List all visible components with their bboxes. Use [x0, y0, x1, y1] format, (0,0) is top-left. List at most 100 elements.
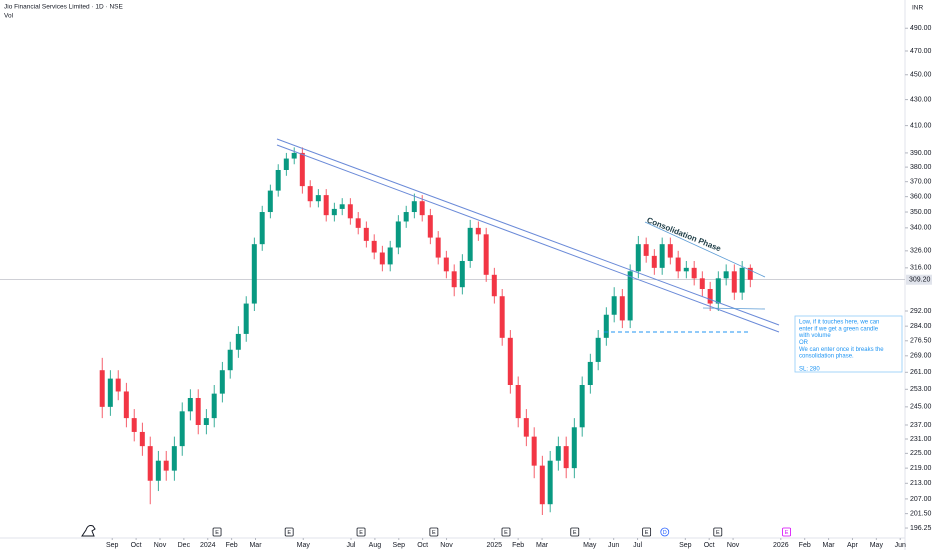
candle-body — [419, 201, 425, 216]
x-tick-label: Feb — [512, 542, 524, 549]
event-label: E — [359, 530, 363, 536]
x-tick-label: Apr — [847, 542, 859, 549]
y-tick-label: 269.00 — [910, 353, 932, 360]
note-line: Low, if it touches here, we can — [799, 320, 879, 326]
y-tick-label: 245.00 — [910, 404, 932, 411]
candle-body — [323, 195, 329, 216]
y-tick-label: 340.00 — [910, 225, 932, 232]
y-tick-label: 470.00 — [910, 48, 932, 55]
x-tick-label: May — [297, 542, 311, 549]
candle-body — [211, 393, 217, 419]
y-tick-label: 196.25 — [910, 525, 932, 532]
candle-body — [483, 234, 489, 275]
candle-body — [195, 398, 201, 425]
note-line: We can enter once it breaks the — [799, 347, 884, 353]
event-marker — [660, 527, 670, 537]
x-tick-label: May — [870, 542, 884, 549]
y-tick-label: 410.00 — [910, 122, 932, 129]
candle-body — [395, 221, 401, 248]
event-label: E — [645, 530, 649, 536]
candle-body — [451, 271, 457, 288]
x-tick-label: Mar — [249, 542, 262, 549]
y-tick-label: 237.00 — [910, 422, 932, 429]
event-marker — [713, 527, 723, 537]
candle-body — [443, 257, 449, 272]
event-marker — [782, 527, 791, 537]
event-marker — [212, 527, 222, 537]
x-tick-label: May — [583, 542, 597, 549]
candle-body — [147, 446, 153, 481]
candle-body — [387, 247, 393, 265]
currency: INR — [912, 5, 924, 12]
y-tick-label: 390.00 — [910, 150, 932, 157]
candle-body — [403, 212, 409, 222]
candle-body — [499, 296, 505, 338]
y-tick-label: 380.00 — [910, 164, 932, 171]
candle-body — [227, 349, 233, 371]
event-label: D — [663, 530, 667, 536]
x-tick-label: Jul — [347, 542, 356, 549]
candle-body — [307, 186, 313, 202]
candle-body — [283, 158, 289, 170]
last-price-box — [906, 274, 932, 285]
candle-body — [315, 195, 321, 202]
candle-body — [539, 465, 545, 505]
event-marker — [501, 527, 511, 537]
candle-body — [531, 436, 537, 466]
candle-body — [659, 244, 665, 268]
y-tick-label: 490.00 — [910, 25, 932, 32]
x-tick-label: 2024 — [200, 542, 216, 549]
x-tick-label: Mar — [536, 542, 549, 549]
candle-body — [435, 237, 441, 258]
event-label: E — [716, 530, 720, 536]
y-tick-label: 350.00 — [910, 209, 932, 216]
candle-body — [203, 418, 209, 425]
candle-body — [579, 384, 585, 428]
candle-body — [547, 460, 553, 505]
note-line: SL: 280 — [799, 366, 820, 372]
event-marker — [356, 527, 366, 537]
marks — [0, 147, 905, 515]
candle-body — [355, 218, 361, 228]
candle-body — [267, 190, 273, 213]
candle-body — [627, 271, 633, 321]
x-tick-label: Sep — [393, 542, 406, 549]
trend-line — [276, 144, 780, 333]
x-tick-label: Aug — [369, 542, 382, 549]
candle-body — [715, 278, 721, 304]
event-label: E — [287, 530, 291, 536]
candle-body — [603, 314, 609, 338]
y-tick-label: 450.00 — [910, 72, 932, 79]
candle-body — [299, 152, 305, 187]
candle-body — [619, 296, 625, 321]
event-label: E — [573, 530, 577, 536]
candle-body — [187, 398, 193, 412]
candle-body — [139, 431, 145, 447]
candle-body — [475, 227, 481, 235]
x-tick-label: 2025 — [486, 542, 502, 549]
y-tick-label: 360.00 — [910, 193, 932, 200]
candle-body — [467, 227, 473, 261]
event-label: E — [504, 530, 508, 536]
y-tick-label: 231.00 — [910, 436, 932, 443]
x-tick-label: Nov — [727, 542, 740, 549]
candle-body — [347, 204, 353, 219]
candle-body — [507, 337, 513, 385]
candle-body — [723, 271, 729, 279]
candle-body — [171, 446, 177, 471]
candle-body — [571, 427, 577, 469]
candle-body — [331, 208, 337, 216]
y-tick-label: 292.00 — [910, 308, 932, 315]
candle-body — [731, 271, 737, 293]
candle-body — [235, 333, 241, 350]
x-tick-label: Jul — [633, 542, 642, 549]
candle-body — [379, 252, 385, 265]
x-tick-label: Sep — [106, 542, 119, 549]
candle-body — [515, 384, 521, 419]
note-box — [794, 315, 903, 373]
x-tick-label: Oct — [131, 542, 142, 549]
